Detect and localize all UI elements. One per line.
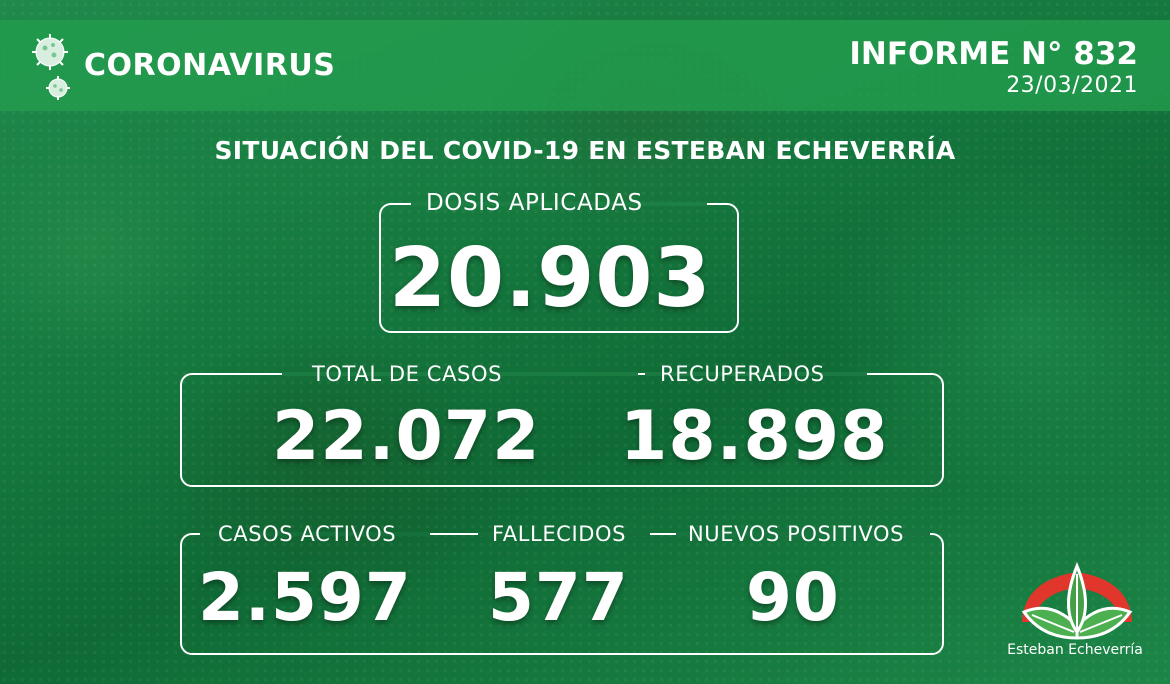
esteban-echeverria-logo: [1021, 561, 1133, 640]
nuevos-positivos-value: 90: [746, 559, 840, 636]
casos-box: TOTAL DE CASOS RECUPERADOS 22.072 18.898: [180, 362, 944, 487]
header-bar: [0, 20, 1170, 111]
report-date: 23/03/2021: [1006, 73, 1138, 98]
nuevos-positivos-label: NUEVOS POSITIVOS: [688, 522, 905, 546]
casos-activos-value: 2.597: [198, 559, 412, 636]
label-gap: [200, 532, 430, 536]
recuperados-value: 18.898: [620, 397, 889, 476]
report-title: INFORME N° 832: [849, 36, 1138, 72]
fallecidos-label: FALLECIDOS: [492, 522, 627, 546]
recuperados-label: RECUPERADOS: [660, 362, 825, 386]
total-casos-value: 22.072: [272, 397, 541, 476]
label-gap: [282, 372, 638, 376]
casos-activos-label: CASOS ACTIVOS: [218, 522, 397, 546]
label-gap: [411, 202, 707, 206]
label-gap: [478, 532, 650, 536]
logo-text: Esteban Echeverría: [1007, 642, 1143, 658]
dosis-box: DOSIS APLICADAS 20.903: [379, 190, 739, 333]
label-gap: [676, 532, 930, 536]
activos-box: CASOS ACTIVOS FALLECIDOS NUEVOS POSITIVO…: [180, 522, 944, 655]
dosis-label: DOSIS APLICADAS: [426, 190, 643, 216]
headline: SITUACIÓN DEL COVID-19 EN ESTEBAN ECHEVE…: [214, 136, 956, 165]
coronavirus-icon: [32, 34, 70, 100]
label-gap: [645, 372, 867, 376]
total-casos-label: TOTAL DE CASOS: [312, 362, 503, 386]
dosis-value: 20.903: [389, 231, 712, 326]
fallecidos-value: 577: [488, 559, 629, 636]
brand-title: CORONAVIRUS: [84, 48, 336, 83]
